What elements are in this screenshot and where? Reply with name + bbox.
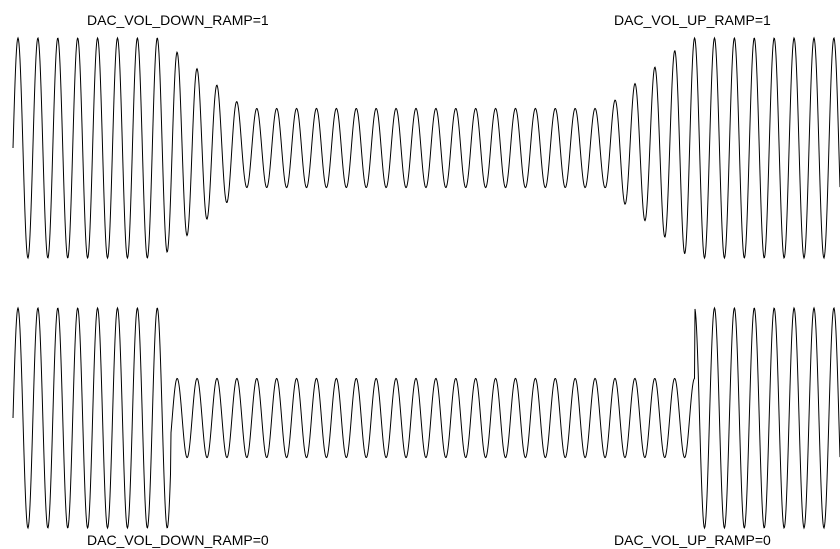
bottom-down-ramp-label: DAC_VOL_DOWN_RAMP=0 (87, 532, 269, 548)
ramped-sine-waveform (12, 36, 840, 260)
top-up-ramp-label: DAC_VOL_UP_RAMP=1 (614, 12, 771, 28)
stepped-sine-waveform (12, 306, 840, 530)
bottom-up-ramp-label: DAC_VOL_UP_RAMP=0 (614, 532, 771, 548)
top-down-ramp-label: DAC_VOL_DOWN_RAMP=1 (87, 12, 269, 28)
